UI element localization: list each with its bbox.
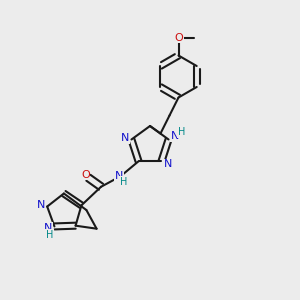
- Text: O: O: [81, 170, 90, 180]
- Text: O: O: [174, 33, 183, 43]
- Text: N: N: [171, 131, 179, 141]
- Text: H: H: [120, 177, 127, 187]
- Text: H: H: [46, 230, 53, 240]
- Text: N: N: [44, 223, 52, 233]
- Text: N: N: [121, 133, 129, 143]
- Text: N: N: [115, 171, 123, 181]
- Text: N: N: [37, 200, 45, 210]
- Text: N: N: [164, 159, 172, 169]
- Text: H: H: [178, 127, 185, 137]
